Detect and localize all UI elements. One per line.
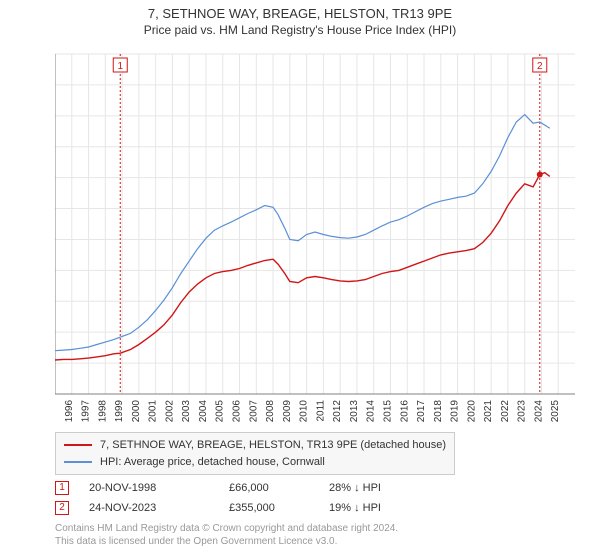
footer-note: Contains HM Land Registry data © Crown c…	[55, 522, 575, 548]
svg-text:1999: 1999	[114, 400, 125, 423]
footer-line-1: Contains HM Land Registry data © Crown c…	[55, 522, 575, 535]
marker-row-2: 2 24-NOV-2023 £355,000 19% ↓ HPI	[55, 498, 449, 518]
svg-text:2008: 2008	[265, 400, 276, 423]
svg-text:2006: 2006	[232, 400, 243, 423]
svg-text:2011: 2011	[315, 400, 326, 422]
svg-text:2018: 2018	[433, 400, 444, 423]
svg-text:2020: 2020	[466, 400, 477, 423]
marker-price-2: £355,000	[229, 502, 329, 514]
svg-text:2021: 2021	[483, 400, 494, 423]
line-chart: £0£50K£100K£150K£200K£250K£300K£350K£400…	[55, 50, 585, 425]
svg-text:1998: 1998	[97, 400, 108, 423]
marker-diff-2: 19% ↓ HPI	[329, 502, 449, 514]
svg-text:1996: 1996	[64, 400, 75, 423]
svg-text:2017: 2017	[416, 400, 427, 423]
svg-text:2023: 2023	[517, 400, 528, 423]
svg-text:1: 1	[117, 61, 123, 72]
marker-date-1: 20-NOV-1998	[89, 482, 229, 494]
svg-text:2024: 2024	[533, 400, 544, 423]
svg-text:1997: 1997	[81, 400, 92, 423]
svg-text:2025: 2025	[550, 400, 561, 423]
svg-text:2005: 2005	[215, 400, 226, 423]
svg-text:2001: 2001	[148, 400, 159, 423]
chart-container: 7, SETHNOE WAY, BREAGE, HELSTON, TR13 9P…	[0, 0, 600, 560]
svg-text:2016: 2016	[399, 400, 410, 423]
title-block: 7, SETHNOE WAY, BREAGE, HELSTON, TR13 9P…	[0, 0, 600, 37]
footer-line-2: This data is licensed under the Open Gov…	[55, 535, 575, 548]
svg-text:2013: 2013	[349, 400, 360, 423]
svg-text:2010: 2010	[299, 400, 310, 423]
marker-price-1: £66,000	[229, 482, 329, 494]
svg-text:2015: 2015	[382, 400, 393, 423]
svg-text:1995: 1995	[55, 400, 58, 423]
svg-text:2019: 2019	[450, 400, 461, 423]
svg-text:2003: 2003	[181, 400, 192, 423]
title-sub: Price paid vs. HM Land Registry's House …	[0, 23, 600, 37]
legend: 7, SETHNOE WAY, BREAGE, HELSTON, TR13 9P…	[55, 432, 455, 475]
marker-diff-1: 28% ↓ HPI	[329, 482, 449, 494]
legend-swatch-hpi	[64, 461, 92, 463]
svg-text:2004: 2004	[198, 400, 209, 423]
legend-label-hpi: HPI: Average price, detached house, Corn…	[100, 454, 325, 471]
legend-swatch-property	[64, 444, 92, 446]
marker-box-2: 2	[55, 501, 69, 515]
legend-label-property: 7, SETHNOE WAY, BREAGE, HELSTON, TR13 9P…	[100, 437, 446, 454]
marker-box-1: 1	[55, 481, 69, 495]
title-main: 7, SETHNOE WAY, BREAGE, HELSTON, TR13 9P…	[0, 6, 600, 21]
svg-text:2007: 2007	[248, 400, 259, 423]
legend-item-property: 7, SETHNOE WAY, BREAGE, HELSTON, TR13 9P…	[64, 437, 446, 454]
marker-row-1: 1 20-NOV-1998 £66,000 28% ↓ HPI	[55, 478, 449, 498]
svg-text:2012: 2012	[332, 400, 343, 423]
marker-table: 1 20-NOV-1998 £66,000 28% ↓ HPI 2 24-NOV…	[55, 478, 449, 518]
marker-date-2: 24-NOV-2023	[89, 502, 229, 514]
svg-text:2014: 2014	[366, 400, 377, 423]
svg-text:2002: 2002	[164, 400, 175, 423]
legend-item-hpi: HPI: Average price, detached house, Corn…	[64, 454, 446, 471]
svg-text:2022: 2022	[500, 400, 511, 423]
svg-text:2000: 2000	[131, 400, 142, 423]
svg-text:2: 2	[537, 61, 543, 72]
svg-text:2009: 2009	[282, 400, 293, 423]
